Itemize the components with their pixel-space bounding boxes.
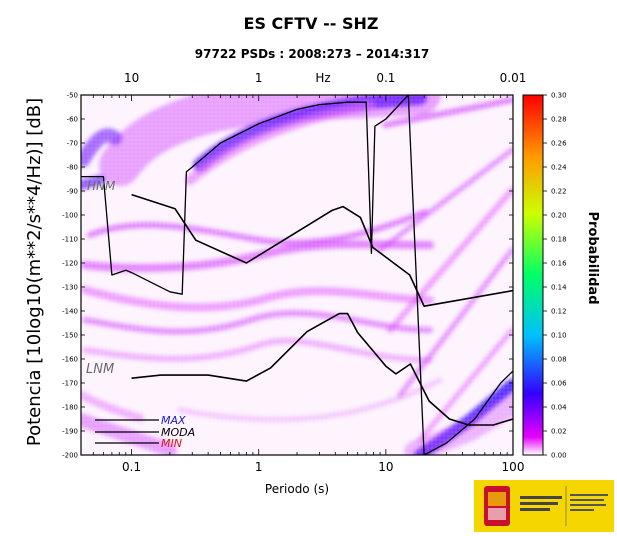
colorbar-tick-label: 0.12 (551, 308, 567, 316)
series-line-moda (81, 95, 513, 455)
hnm-label: HNM (87, 179, 116, 193)
axes: -50 -60 -70 -80 -90 -100 -110 -120 -130 -140 -150 -… (62, 71, 526, 474)
chart-subtitle: 97722 PSDs : 2008:273 – 2014:317 (195, 47, 429, 61)
y-tick-label: -130 (62, 284, 78, 292)
x-tick-label: 10 (378, 460, 393, 474)
colorbar-tick-label: 0.26 (551, 140, 567, 148)
colorbar-tick-label: 0.22 (551, 188, 567, 196)
x-axis-title: Periodo (s) (265, 482, 329, 496)
colorbar-tick-label: 0.14 (551, 284, 567, 292)
chart-title: ES CFTV -- SHZ (244, 14, 379, 33)
y-tick-label: -90 (67, 188, 78, 196)
colorbar-tick-label: 0.10 (551, 332, 567, 340)
colorbar-tick-label: 0.24 (551, 164, 567, 172)
x-tick-label: 100 (502, 460, 525, 474)
y-tick-label: -100 (62, 212, 78, 220)
y-tick-label: -140 (62, 308, 78, 316)
colorbar-tick-label: 0.08 (551, 356, 567, 364)
y-tick-label: -150 (62, 332, 78, 340)
y-tick-label: -200 (62, 452, 78, 460)
y-tick-label: -50 (67, 92, 78, 100)
y-tick-label: -110 (62, 236, 78, 244)
colorbar-tick-label: 0.06 (551, 380, 567, 388)
y-tick-label: -60 (67, 116, 78, 124)
x-top-tick-label: 0.01 (500, 71, 527, 85)
ministry-logo (474, 480, 614, 532)
y-tick-label: -80 (67, 164, 78, 172)
colorbar-tick-label: 0.30 (551, 92, 567, 100)
colorbar-tick-label: 0.20 (551, 212, 567, 220)
colorbar-ticks: 0.30 0.28 0.26 0.24 0.22 0.20 0.18 0.16 0.14 0.12… (543, 92, 567, 460)
colorbar-tick-label: 0.02 (551, 428, 567, 436)
legend: MAX MODA MIN (95, 414, 195, 450)
y-axis-title: Potencia [10log10(m**2/s**4/Hz)] [dB] (24, 98, 45, 446)
legend-label-max: MAX (161, 414, 186, 427)
series-line-hnm (131, 193, 513, 307)
y-tick-label: -160 (62, 356, 78, 364)
y-tick-label: -120 (62, 260, 78, 268)
heatmap-density (81, 95, 513, 455)
y-tick-label: -180 (62, 404, 78, 412)
y-tick-label: -190 (62, 428, 78, 436)
x-axis-top-title: Hz (315, 71, 330, 85)
colorbar-tick-label: 0.28 (551, 116, 567, 124)
x-tick-label: 0.1 (122, 460, 141, 474)
lnm-label: LNM (86, 362, 114, 377)
legend-label-min: MIN (161, 437, 182, 450)
colorbar-tick-label: 0.16 (551, 260, 567, 268)
x-top-tick-label: 10 (124, 71, 139, 85)
x-top-tick-label: 0.1 (376, 71, 395, 85)
x-top-tick-label: 1 (255, 71, 263, 85)
colorbar (522, 94, 544, 456)
colorbar-tick-label: 0.18 (551, 236, 567, 244)
series-line-lnm (131, 312, 513, 426)
colorbar-tick-label: 0.00 (551, 452, 567, 460)
y-tick-label: -70 (67, 140, 78, 148)
y-tick-label: -170 (62, 380, 78, 388)
series-lines (81, 95, 513, 455)
colorbar-title: Probabilidad (585, 211, 600, 304)
colorbar-tick-label: 0.04 (551, 404, 567, 412)
x-tick-label: 1 (255, 460, 263, 474)
legend-label-moda: MODA (161, 426, 195, 439)
